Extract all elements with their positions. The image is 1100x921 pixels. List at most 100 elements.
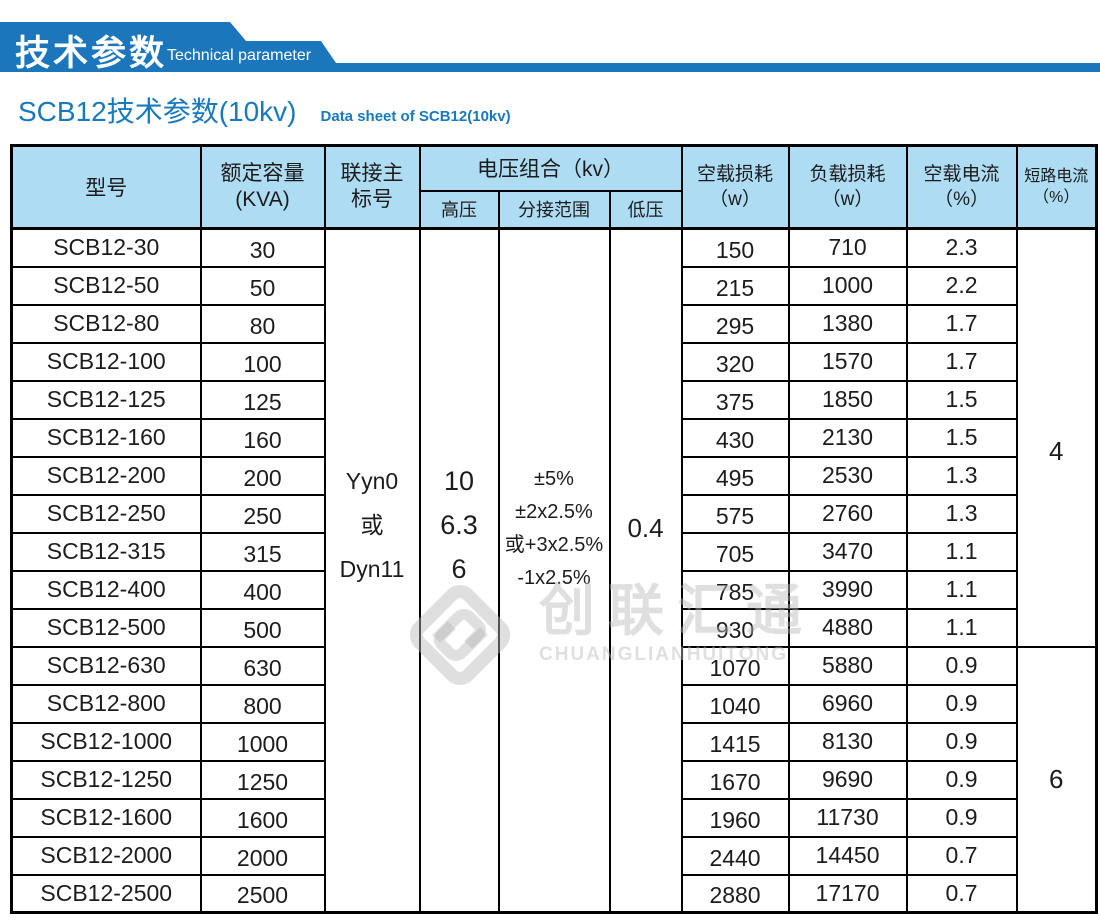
short-circuit-group2-cell: 6 xyxy=(1015,645,1098,914)
hv-cell: 10 6.3 6 xyxy=(418,227,500,914)
table-row: SCB12-500 500 930 4880 1.1 xyxy=(10,607,1097,648)
model-cell: SCB12-315 xyxy=(10,531,202,572)
load-loss-cell: 1570 xyxy=(787,341,908,382)
no-load-loss-cell: 1070 xyxy=(680,645,790,686)
tap-line: -1x2.5% xyxy=(517,566,591,589)
hv-line: 10 xyxy=(443,465,475,496)
col-header-no-load-loss: 空载损耗 （w） xyxy=(680,144,790,230)
no-load-loss-cell: 2440 xyxy=(680,835,790,876)
capacity-cell: 2000 xyxy=(199,835,326,876)
capacity-cell: 1250 xyxy=(199,759,326,800)
no-load-current-cell: 1.3 xyxy=(905,493,1018,534)
table-row: SCB12-125 125 375 1850 1.5 xyxy=(10,379,1097,420)
load-loss-line1: 负载损耗 xyxy=(809,164,886,185)
load-loss-line2: （w） xyxy=(821,189,874,210)
no-load-current-cell: 1.7 xyxy=(905,341,1018,382)
model-cell: SCB12-80 xyxy=(10,303,202,344)
capacity-cell: 315 xyxy=(199,531,326,572)
load-loss-cell: 4880 xyxy=(787,607,908,648)
no-load-current-cell: 1.1 xyxy=(905,531,1018,572)
vector-line: 或 xyxy=(360,511,384,538)
load-loss-cell: 8130 xyxy=(787,721,908,762)
table-row: SCB12-2000 2000 2440 14450 0.7 xyxy=(10,835,1097,876)
model-cell: SCB12-250 xyxy=(10,493,202,534)
capacity-cell: 1000 xyxy=(199,721,326,762)
load-loss-cell: 3470 xyxy=(787,531,908,572)
no-load-loss-cell: 2880 xyxy=(680,873,790,914)
no-load-current-cell: 0.9 xyxy=(905,721,1018,762)
hv-line: 6.3 xyxy=(440,509,478,540)
no-load-current-cell: 1.5 xyxy=(905,417,1018,458)
model-cell: SCB12-1600 xyxy=(10,797,202,838)
no-load-current-cell: 2.3 xyxy=(905,227,1018,268)
no-load-loss-line2: （w） xyxy=(709,189,761,210)
lv-value: 0.4 xyxy=(627,513,664,543)
load-loss-cell: 11730 xyxy=(787,797,908,838)
capacity-cell: 160 xyxy=(199,417,326,458)
load-loss-cell: 6960 xyxy=(787,683,908,724)
table-row: SCB12-250 250 575 2760 1.3 xyxy=(10,493,1097,534)
no-load-loss-cell: 150 xyxy=(680,227,790,268)
short-circuit-line2: （%） xyxy=(1033,189,1080,206)
capacity-cell: 1600 xyxy=(199,797,326,838)
no-load-current-line2: （%） xyxy=(934,189,989,210)
capacity-cell: 800 xyxy=(199,683,326,724)
model-cell: SCB12-100 xyxy=(10,341,202,382)
model-cell: SCB12-200 xyxy=(10,455,202,496)
tap-line: 或+3x2.5% xyxy=(504,533,604,556)
table-row: SCB12-200 200 495 2530 1.3 xyxy=(10,455,1097,496)
vector-header-line1: 联接主 xyxy=(340,162,404,185)
vector-header-line2: 标号 xyxy=(351,188,393,211)
no-load-loss-cell: 930 xyxy=(680,607,790,648)
col-header-model: 型号 xyxy=(10,144,202,230)
vector-line: Yyn0 xyxy=(345,467,399,494)
no-load-loss-cell: 705 xyxy=(680,531,790,572)
page-subtitle: SCB12技术参数(10kv) Data sheet of SCB12(10kv… xyxy=(18,90,511,130)
short-circuit-value: 4 xyxy=(1049,436,1064,467)
col-header-short-circuit-current: 短路电流 （%） xyxy=(1015,144,1098,230)
capacity-cell: 200 xyxy=(199,455,326,496)
table-row: SCB12-160 160 430 2130 1.5 xyxy=(10,417,1097,458)
no-load-loss-line1: 空载损耗 xyxy=(697,164,774,185)
no-load-current-cell: 1.1 xyxy=(905,569,1018,610)
table-row: SCB12-630 630 1070 5880 0.9 6 xyxy=(10,645,1098,914)
load-loss-cell: 9690 xyxy=(787,759,908,800)
model-cell: SCB12-400 xyxy=(10,569,202,610)
short-circuit-group1-cell: 4 xyxy=(1015,227,1098,648)
load-loss-cell: 710 xyxy=(787,227,908,268)
hv-line: 6 xyxy=(451,553,467,584)
subtitle-en: Data sheet of SCB12(10kv) xyxy=(320,108,511,125)
model-cell: SCB12-2500 xyxy=(10,873,202,914)
no-load-current-cell: 1.3 xyxy=(905,455,1018,496)
capacity-cell: 630 xyxy=(199,645,326,686)
capacity-cell: 250 xyxy=(199,493,326,534)
table-row: SCB12-1250 1250 1670 9690 0.9 xyxy=(10,759,1097,800)
capacity-cell: 80 xyxy=(199,303,326,344)
capacity-header-line1: 额定容量 xyxy=(220,162,305,185)
load-loss-cell: 2130 xyxy=(787,417,908,458)
model-cell: SCB12-160 xyxy=(10,417,202,458)
table-row: SCB12-80 80 295 1380 1.7 xyxy=(10,303,1097,344)
model-cell: SCB12-125 xyxy=(10,379,202,420)
capacity-cell: 400 xyxy=(199,569,326,610)
col-header-voltage-combination: 电压组合（kv） xyxy=(418,144,683,192)
no-load-current-cell: 0.7 xyxy=(905,873,1018,914)
model-cell: SCB12-50 xyxy=(10,265,202,306)
model-cell: SCB12-30 xyxy=(10,227,202,268)
no-load-loss-cell: 430 xyxy=(680,417,790,458)
no-load-current-line1: 空载电流 xyxy=(923,164,1000,185)
table-row: SCB12-2500 2500 2880 17170 0.7 xyxy=(10,873,1097,914)
capacity-header-line2: (KVA) xyxy=(235,188,290,211)
no-load-current-cell: 1.5 xyxy=(905,379,1018,420)
no-load-current-cell: 0.9 xyxy=(905,683,1018,724)
load-loss-cell: 17170 xyxy=(787,873,908,914)
no-load-loss-cell: 295 xyxy=(680,303,790,344)
col-header-lv: 低压 xyxy=(608,189,683,230)
tap-range-cell: ±5% ±2x2.5% 或+3x2.5% -1x2.5% xyxy=(497,227,611,914)
capacity-cell: 50 xyxy=(199,265,326,306)
lv-cell: 0.4 xyxy=(608,227,683,914)
table-row: SCB12-50 50 215 1000 2.2 xyxy=(10,265,1097,306)
no-load-current-cell: 0.7 xyxy=(905,835,1018,876)
load-loss-cell: 14450 xyxy=(787,835,908,876)
col-header-hv: 高压 xyxy=(418,189,500,230)
